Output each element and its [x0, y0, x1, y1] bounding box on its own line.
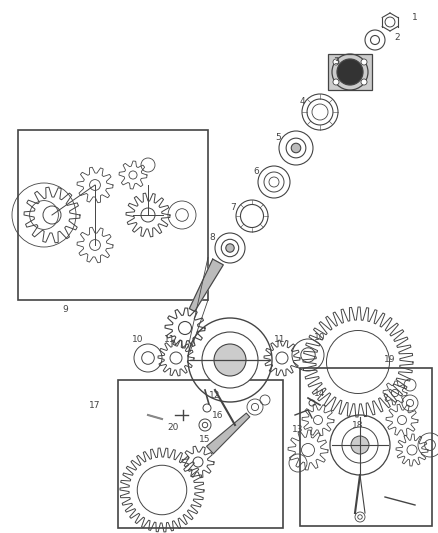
Circle shape [392, 390, 399, 397]
Text: 7: 7 [230, 203, 236, 212]
Bar [328, 54, 372, 90]
Circle shape [214, 344, 246, 376]
Text: 3: 3 [333, 58, 339, 67]
Polygon shape [189, 259, 223, 311]
Text: 20: 20 [167, 424, 179, 432]
Text: 11: 11 [164, 335, 176, 344]
Circle shape [141, 208, 155, 222]
Circle shape [179, 321, 191, 335]
Circle shape [333, 59, 339, 65]
Circle shape [361, 59, 367, 65]
Text: 10: 10 [132, 335, 144, 344]
Circle shape [398, 416, 406, 424]
Text: 4: 4 [299, 98, 305, 107]
Circle shape [337, 59, 363, 85]
Bar [18, 130, 208, 300]
Circle shape [314, 416, 322, 424]
Circle shape [407, 445, 417, 455]
Circle shape [351, 436, 369, 454]
Text: 15: 15 [199, 435, 211, 445]
Text: 14: 14 [314, 389, 326, 398]
Bar [300, 368, 432, 526]
Text: 9: 9 [62, 305, 68, 314]
Text: 17: 17 [88, 400, 100, 409]
Polygon shape [207, 413, 250, 454]
Circle shape [193, 457, 203, 467]
Circle shape [90, 180, 100, 190]
Text: 2: 2 [394, 33, 400, 42]
Text: 10: 10 [314, 333, 326, 342]
Circle shape [291, 143, 301, 153]
Text: 5: 5 [275, 133, 281, 142]
Circle shape [203, 404, 211, 412]
Text: 18: 18 [352, 421, 364, 430]
Text: 11: 11 [274, 335, 286, 344]
Circle shape [276, 352, 288, 364]
Circle shape [170, 352, 182, 364]
Text: 12: 12 [209, 391, 221, 400]
Text: 6: 6 [253, 167, 259, 176]
Circle shape [312, 104, 328, 120]
Circle shape [90, 240, 100, 251]
Text: 16: 16 [212, 410, 224, 419]
Circle shape [129, 171, 137, 179]
Text: 13: 13 [292, 425, 304, 434]
Text: 19: 19 [384, 356, 396, 365]
Circle shape [361, 79, 367, 85]
Bar [118, 380, 283, 528]
Circle shape [333, 79, 339, 85]
Text: 8: 8 [209, 233, 215, 243]
Circle shape [202, 332, 258, 388]
Circle shape [301, 443, 314, 456]
Circle shape [226, 244, 234, 252]
Circle shape [43, 206, 61, 224]
Text: 1: 1 [412, 13, 418, 22]
Circle shape [342, 427, 378, 463]
